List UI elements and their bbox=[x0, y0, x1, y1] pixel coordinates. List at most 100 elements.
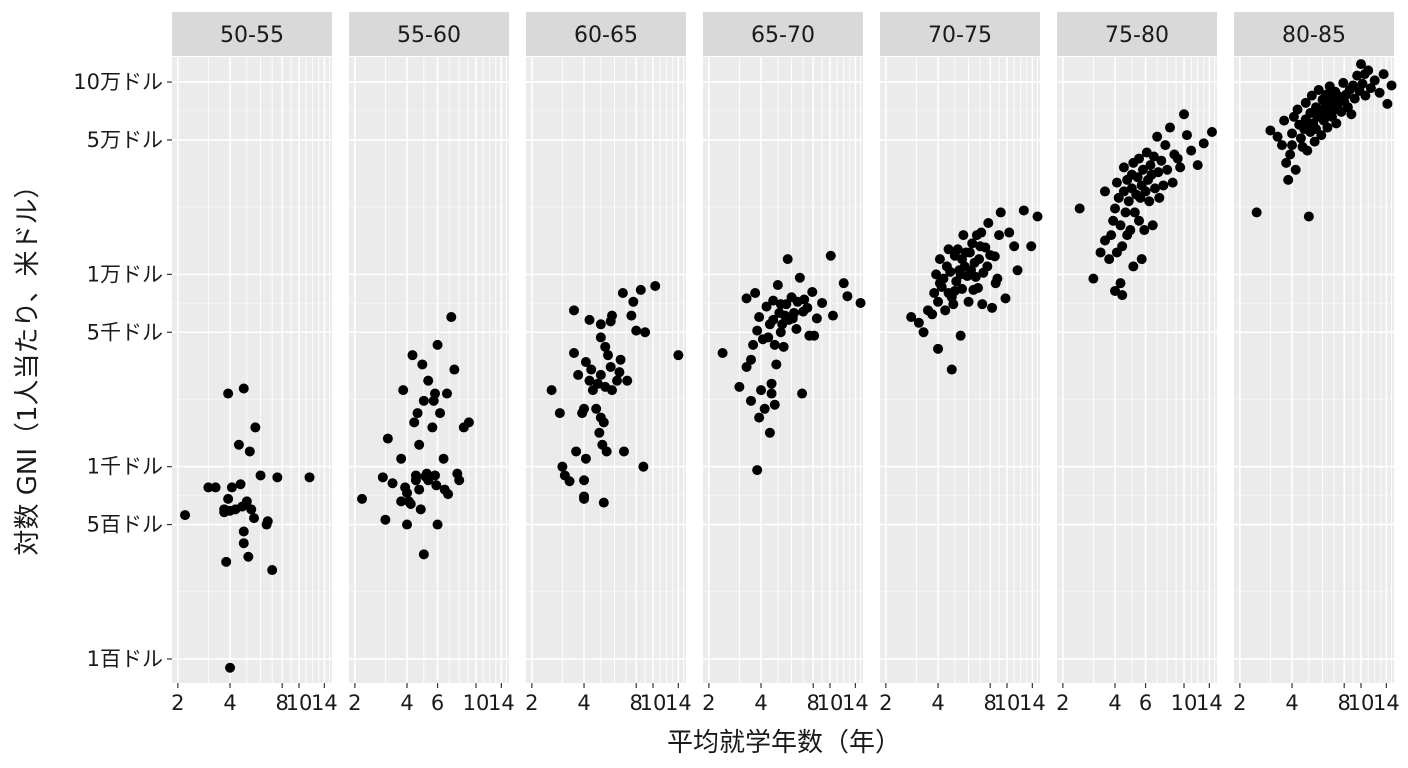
x-tick-label: 14 bbox=[1019, 691, 1046, 715]
data-point bbox=[600, 341, 611, 352]
data-point bbox=[1032, 211, 1043, 222]
data-point bbox=[1129, 207, 1140, 218]
data-point bbox=[1153, 167, 1164, 178]
data-point bbox=[927, 309, 938, 320]
data-point bbox=[180, 510, 191, 521]
data-point bbox=[807, 286, 818, 297]
data-point bbox=[607, 310, 618, 321]
data-point bbox=[781, 299, 792, 310]
data-point bbox=[377, 472, 388, 483]
data-point bbox=[717, 348, 728, 359]
data-point bbox=[791, 323, 802, 334]
data-point bbox=[407, 350, 418, 361]
data-point bbox=[631, 325, 642, 336]
data-point bbox=[1004, 227, 1015, 238]
y-tick-label: 1百ドル bbox=[87, 647, 163, 671]
x-tick-label: 4 bbox=[931, 691, 944, 715]
data-point bbox=[238, 538, 249, 549]
data-point bbox=[1281, 157, 1292, 168]
data-point bbox=[913, 317, 924, 328]
data-point bbox=[598, 497, 609, 508]
panel-strip-label: 50-55 bbox=[220, 23, 284, 48]
data-point bbox=[568, 348, 579, 359]
x-tick-label: 14 bbox=[488, 691, 515, 715]
data-point bbox=[764, 427, 775, 438]
data-point bbox=[1110, 203, 1121, 214]
panel-strip-label: 80-85 bbox=[1282, 23, 1346, 48]
data-point bbox=[1117, 290, 1128, 301]
panel-strip bbox=[880, 12, 1040, 56]
data-point bbox=[1149, 183, 1160, 194]
data-point bbox=[272, 472, 283, 483]
data-point bbox=[1134, 215, 1145, 226]
panel-strip bbox=[526, 12, 686, 56]
data-point bbox=[595, 319, 606, 330]
data-point bbox=[761, 301, 772, 312]
data-point bbox=[1206, 126, 1217, 137]
data-point bbox=[586, 364, 597, 375]
data-point bbox=[431, 480, 442, 491]
data-point bbox=[221, 556, 232, 567]
data-point bbox=[929, 288, 940, 299]
data-point bbox=[607, 385, 618, 396]
data-point bbox=[1357, 78, 1368, 89]
data-point bbox=[598, 417, 609, 428]
x-tick-label: 2 bbox=[1233, 691, 1246, 715]
data-point bbox=[787, 313, 798, 324]
data-point bbox=[943, 244, 954, 255]
data-point bbox=[948, 299, 959, 310]
y-axis-title: 対数 GNI（1人当たり、米ドル） bbox=[13, 172, 43, 555]
data-point bbox=[794, 272, 805, 283]
data-point bbox=[454, 475, 465, 486]
data-point bbox=[427, 422, 438, 433]
data-point bbox=[396, 453, 407, 464]
panel-background bbox=[526, 57, 686, 683]
data-point bbox=[405, 498, 416, 509]
data-point bbox=[1295, 133, 1306, 144]
data-point bbox=[1331, 118, 1342, 129]
data-point bbox=[244, 446, 255, 457]
data-point bbox=[1186, 145, 1197, 156]
data-point bbox=[226, 482, 237, 493]
data-point bbox=[1138, 164, 1149, 175]
y-axis: 1百ドル 5百ドル 1千ドル 5千ドル 1万ドル 5万ドル 10万ドル bbox=[73, 70, 172, 671]
x-tick-label: 8 bbox=[276, 691, 289, 715]
data-point bbox=[638, 461, 649, 472]
data-point bbox=[241, 496, 252, 507]
y-tick-label: 5百ドル bbox=[87, 513, 163, 537]
data-point bbox=[994, 230, 1005, 241]
data-point bbox=[1265, 125, 1276, 136]
data-point bbox=[1154, 192, 1165, 203]
data-point bbox=[223, 493, 234, 504]
data-point bbox=[432, 519, 443, 530]
data-point bbox=[1287, 140, 1298, 151]
data-point bbox=[238, 383, 249, 394]
data-point bbox=[983, 217, 994, 228]
x-tick-label: 2 bbox=[171, 691, 184, 715]
data-point bbox=[980, 242, 991, 253]
data-point bbox=[238, 526, 249, 537]
data-point bbox=[250, 422, 261, 433]
data-point bbox=[1292, 104, 1303, 115]
data-point bbox=[628, 296, 639, 307]
data-point bbox=[1251, 207, 1262, 218]
data-point bbox=[1179, 109, 1190, 120]
data-point bbox=[1300, 97, 1311, 108]
data-point bbox=[906, 312, 917, 323]
data-point bbox=[987, 302, 998, 313]
data-point bbox=[233, 439, 244, 450]
data-point bbox=[1111, 177, 1122, 188]
panel-background bbox=[1234, 57, 1394, 683]
data-point bbox=[1152, 131, 1163, 142]
data-point bbox=[1108, 215, 1119, 226]
data-point bbox=[1000, 293, 1011, 304]
data-point bbox=[1115, 278, 1126, 289]
data-point bbox=[617, 288, 628, 299]
data-point bbox=[745, 354, 756, 365]
x-tick-label: 10 bbox=[1171, 691, 1198, 715]
data-point bbox=[412, 408, 423, 419]
